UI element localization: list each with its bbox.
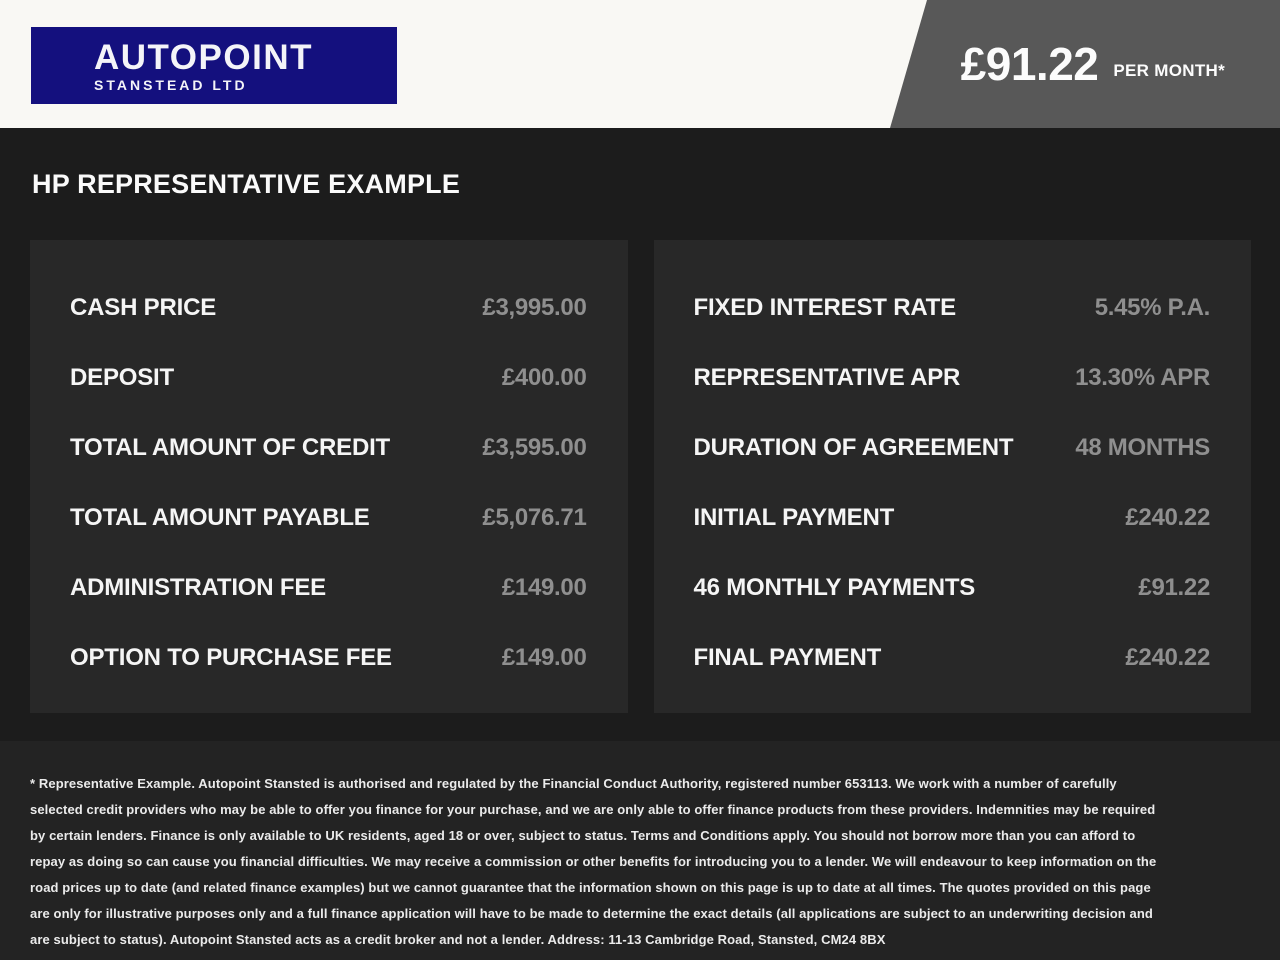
page-title: HP REPRESENTATIVE EXAMPLE (32, 169, 461, 199)
dealer-logo-name: AUTOPOINT (94, 37, 313, 77)
row-value-total-credit: £3,595.00 (482, 434, 587, 461)
finance-panel-right: FIXED INTEREST RATE 5.45% P.A. REPRESENT… (653, 240, 1251, 713)
table-row: ADMINISTRATION FEE £149.00 (70, 553, 587, 623)
page-header: AUTOPOINT STANSTEAD LTD £91.22 PER MONTH… (0, 0, 1280, 128)
row-value-fixed-interest-rate: 5.45% P.A. (1094, 294, 1211, 321)
row-label-final-payment: FINAL PAYMENT (693, 644, 882, 671)
row-label-duration: DURATION OF AGREEMENT (693, 434, 1014, 461)
table-row: TOTAL AMOUNT PAYABLE £5,076.71 (70, 483, 587, 553)
row-label-initial-payment: INITIAL PAYMENT (693, 504, 895, 531)
dealer-logo-subtitle: STANSTEAD LTD (94, 76, 248, 93)
row-value-final-payment: £240.22 (1125, 644, 1210, 671)
row-value-representative-apr: 13.30% APR (1075, 364, 1210, 391)
row-value-admin-fee: £149.00 (501, 574, 587, 601)
row-value-deposit: £400.00 (501, 364, 587, 391)
table-row: 46 MONTHLY PAYMENTS £91.22 (694, 553, 1211, 623)
row-value-option-to-purchase-fee: £149.00 (501, 644, 587, 671)
row-value-total-payable: £5,076.71 (482, 504, 587, 531)
finance-panel-left: CASH PRICE £3,995.00 DEPOSIT £400.00 TOT… (30, 240, 628, 713)
row-label-option-to-purchase-fee: OPTION TO PURCHASE FEE (70, 644, 392, 671)
row-value-duration: 48 MONTHS (1075, 434, 1210, 461)
row-label-admin-fee: ADMINISTRATION FEE (70, 574, 326, 601)
table-row: FINAL PAYMENT £240.22 (694, 623, 1211, 693)
table-row: DURATION OF AGREEMENT 48 MONTHS (694, 413, 1211, 483)
dealer-logo[interactable]: AUTOPOINT STANSTEAD LTD (31, 27, 397, 104)
monthly-price-banner: £91.22 PER MONTH* (890, 0, 1280, 128)
table-row: REPRESENTATIVE APR 13.30% APR (694, 343, 1211, 413)
disclaimer-footer: * Representative Example. Autopoint Stan… (0, 741, 1280, 960)
monthly-price-amount: £91.22 (960, 38, 1099, 90)
row-value-monthly-payments: £91.22 (1138, 574, 1210, 601)
table-row: INITIAL PAYMENT £240.22 (694, 483, 1211, 553)
disclaimer-text: * Representative Example. Autopoint Stan… (30, 776, 1157, 947)
finance-panels: CASH PRICE £3,995.00 DEPOSIT £400.00 TOT… (30, 240, 1251, 713)
row-label-representative-apr: REPRESENTATIVE APR (693, 364, 961, 391)
table-row: OPTION TO PURCHASE FEE £149.00 (70, 623, 587, 693)
row-label-fixed-interest-rate: FIXED INTEREST RATE (693, 294, 957, 321)
row-value-initial-payment: £240.22 (1125, 504, 1210, 531)
row-label-cash-price: CASH PRICE (70, 294, 217, 321)
row-value-cash-price: £3,995.00 (482, 294, 587, 321)
finance-example-section: HP REPRESENTATIVE EXAMPLE CASH PRICE £3,… (0, 128, 1280, 741)
row-label-total-payable: TOTAL AMOUNT PAYABLE (70, 504, 370, 531)
table-row: CASH PRICE £3,995.00 (70, 273, 587, 343)
table-row: FIXED INTEREST RATE 5.45% P.A. (694, 273, 1211, 343)
row-label-monthly-payments: 46 MONTHLY PAYMENTS (693, 574, 976, 601)
row-label-total-credit: TOTAL AMOUNT OF CREDIT (70, 434, 391, 461)
table-row: TOTAL AMOUNT OF CREDIT £3,595.00 (70, 413, 587, 483)
row-label-deposit: DEPOSIT (70, 364, 174, 391)
monthly-price-period: PER MONTH* (1113, 61, 1225, 80)
table-row: DEPOSIT £400.00 (70, 343, 587, 413)
